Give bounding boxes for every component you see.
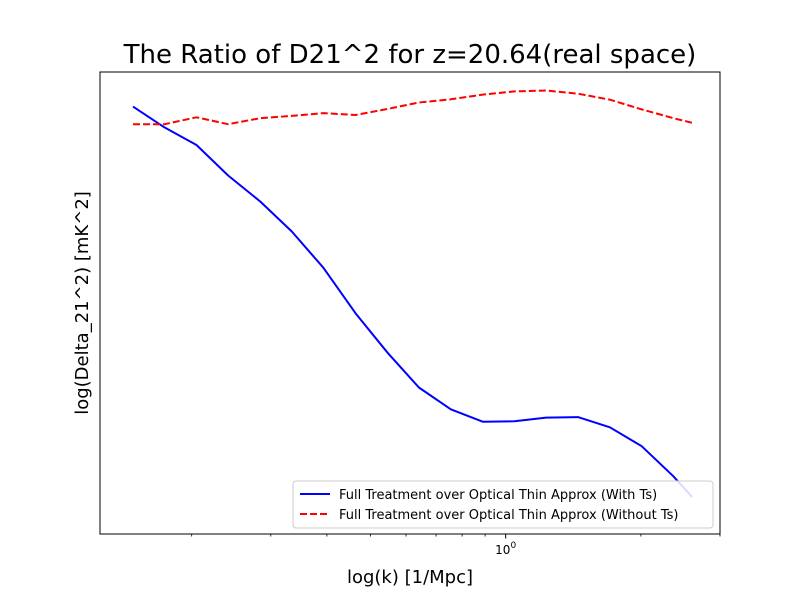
series-line-without-ts [133, 89, 693, 126]
series-line-with-ts [132, 105, 693, 498]
chart-title: The Ratio of D21^2 for z=20.64(real spac… [123, 40, 697, 70]
x-axis-label: log(k) [1/Mpc] [347, 567, 473, 588]
legend: Full Treatment over Optical Thin Approx … [292, 480, 714, 529]
y-axis-label: log(Delta_21^2) [mK^2] [72, 191, 93, 415]
plot-frame [99, 71, 721, 535]
x-tick-label: 100 [495, 541, 516, 557]
legend-label-with-ts: Full Treatment over Optical Thin Approx … [339, 488, 657, 503]
legend-label-without-ts: Full Treatment over Optical Thin Approx … [339, 508, 678, 523]
legend-box [292, 480, 714, 529]
series-layer [132, 89, 693, 498]
axis-ticks: 100 [191, 534, 721, 557]
